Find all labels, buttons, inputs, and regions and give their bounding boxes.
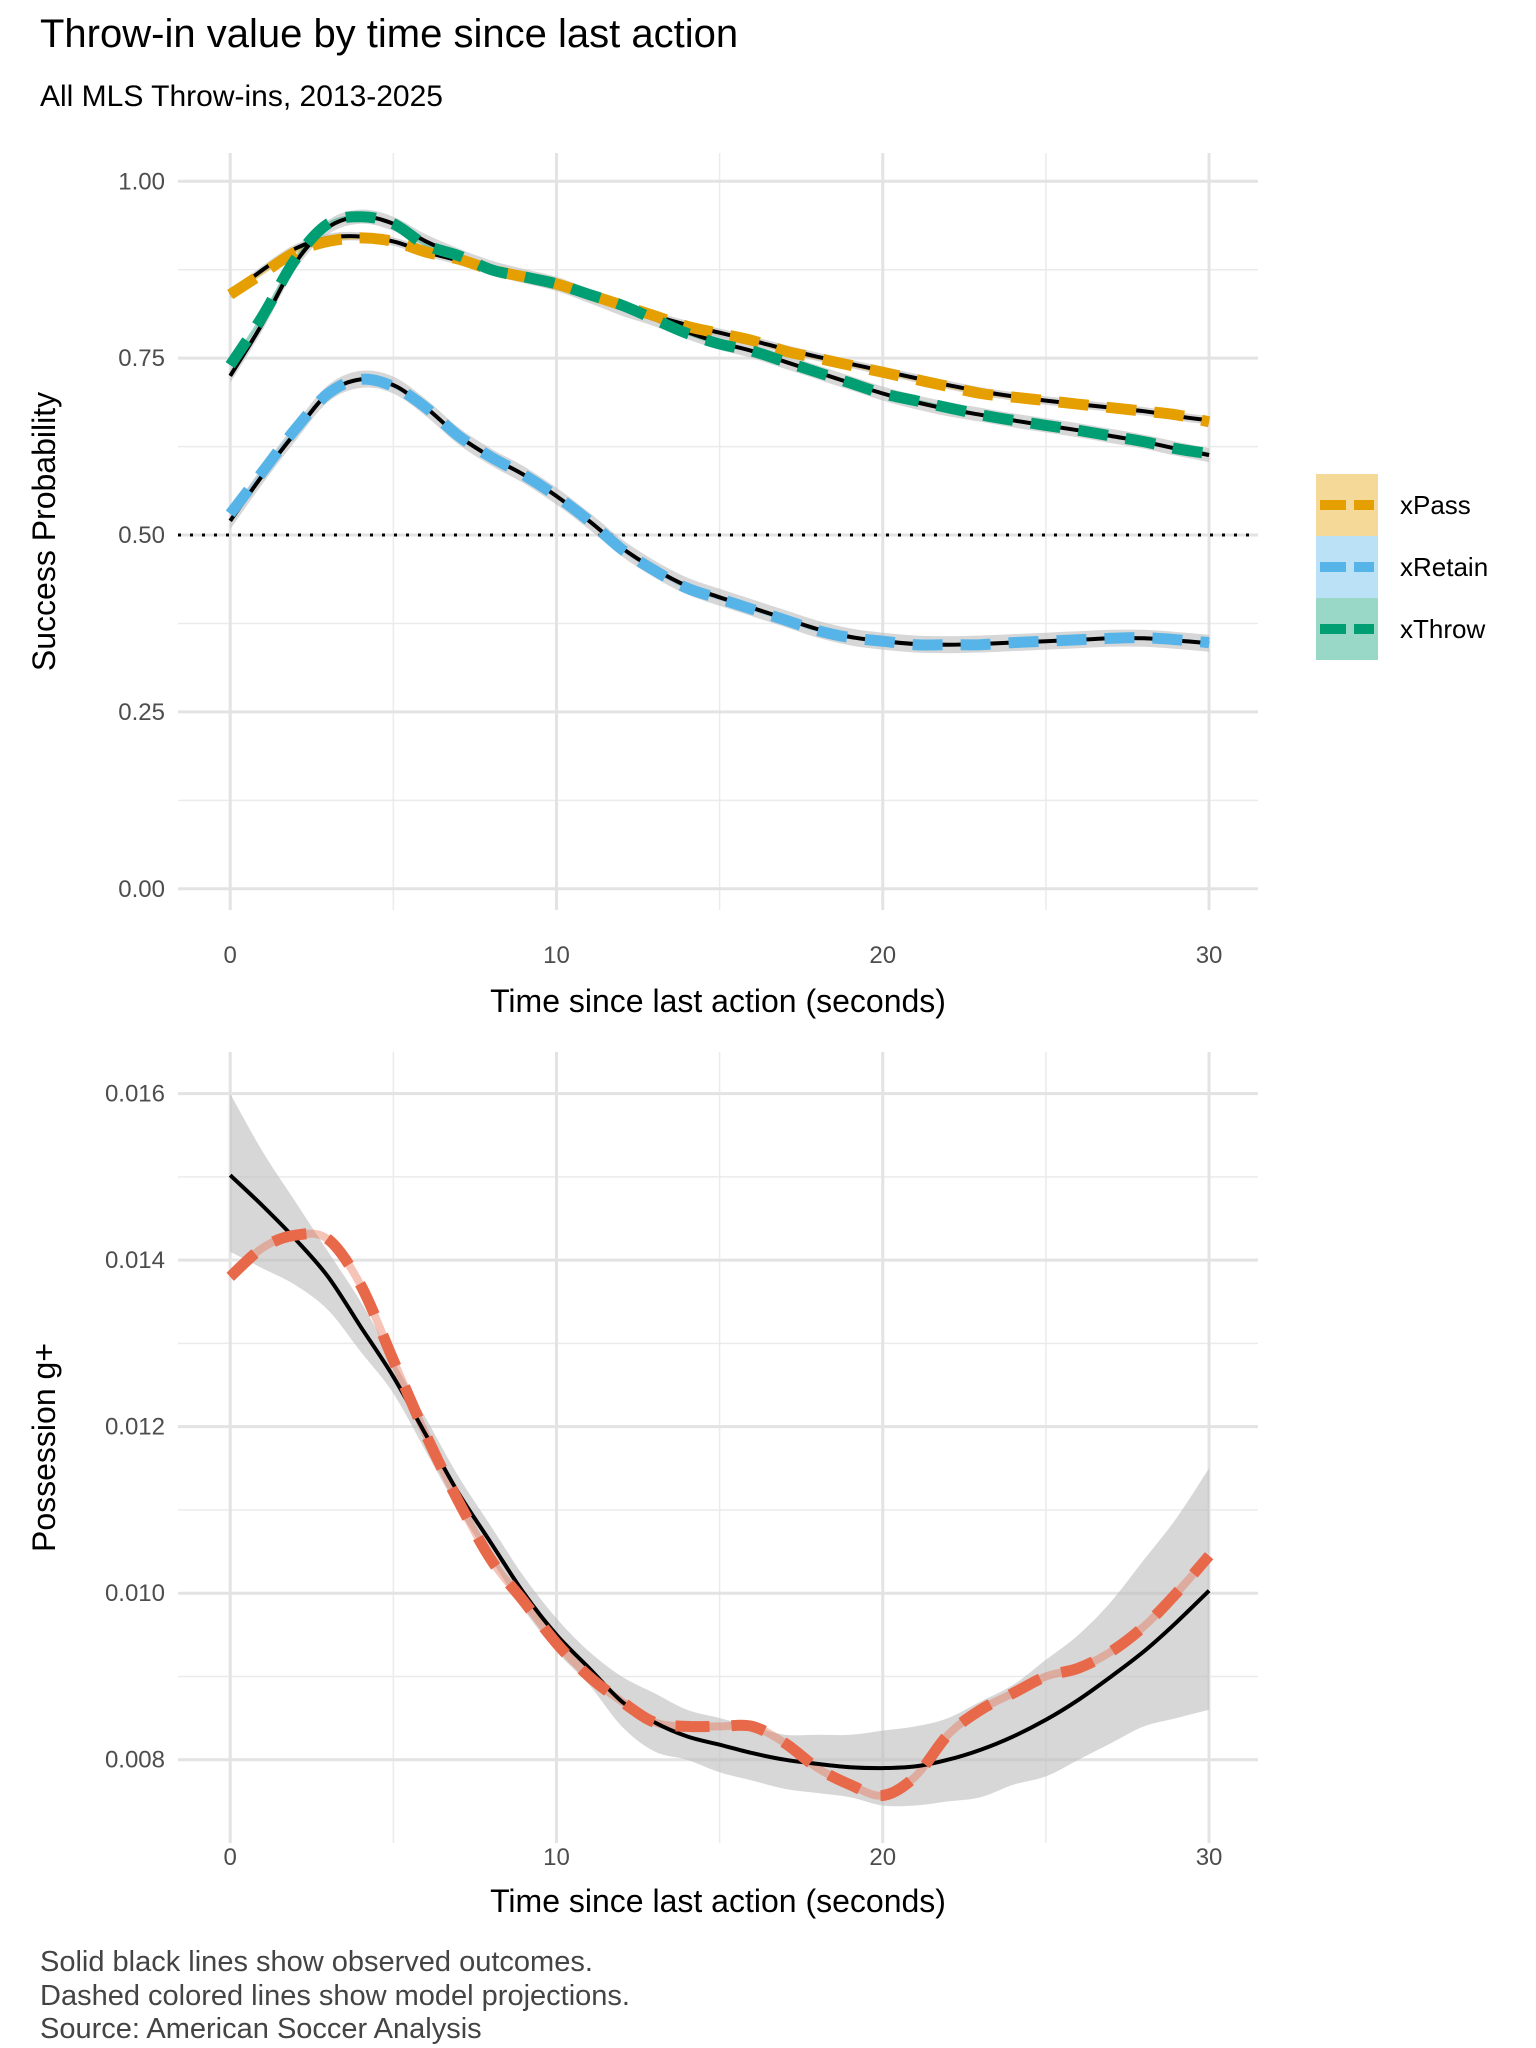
y-tick-label: 0.010 <box>105 1580 165 1607</box>
y-tick-label: 1.00 <box>118 168 165 195</box>
observed-line <box>228 377 1210 647</box>
observed-line <box>228 234 1210 423</box>
x-tick-label: 0 <box>224 942 237 969</box>
y-tick-label: 0.008 <box>105 1747 165 1774</box>
legend-label-xretain: xRetain <box>1400 552 1488 582</box>
chart-subtitle: All MLS Throw-ins, 2013-2025 <box>40 80 443 113</box>
confidence-ribbon <box>230 209 1210 463</box>
legend: xPass xRetain xThrow <box>1316 474 1488 660</box>
possession-gplus-panel: 0 10 20 30 0.008 0.010 0.012 0.014 0.016 Time sin… <box>26 1052 1258 1919</box>
caption-source: Source: American Soccer Analysis <box>40 2013 482 2045</box>
y-tick-label: 0.00 <box>118 876 165 903</box>
confidence-ribbon <box>230 370 1210 654</box>
x-tick-label: 0 <box>224 1844 237 1871</box>
x-tick-label: 30 <box>1196 1844 1223 1871</box>
legend-label-xpass: xPass <box>1400 490 1471 520</box>
model-dashed-line-xthrow <box>225 211 1210 460</box>
y-axis-title: Success Probability <box>26 392 62 671</box>
success-probability-panel: 0 10 20 30 0.00 0.25 0.50 0.75 1.00 Time since la… <box>26 153 1258 1019</box>
y-tick-label: 0.25 <box>118 699 165 726</box>
model-dashed-line-model-g- <box>226 1228 1214 1802</box>
x-tick-label: 20 <box>869 942 896 969</box>
y-tick-label: 0.016 <box>105 1081 165 1108</box>
observed-line <box>228 1173 1211 1771</box>
x-tick-label: 20 <box>869 1844 896 1871</box>
y-tick-label: 0.014 <box>105 1247 165 1274</box>
caption-model-note: Dashed colored lines show model projecti… <box>40 1980 630 2012</box>
x-axis-title: Time since last action (seconds) <box>490 983 946 1019</box>
y-tick-label: 0.50 <box>118 522 165 549</box>
y-tick-label: 0.75 <box>118 345 165 372</box>
chart-title: Throw-in value by time since last action <box>40 12 739 56</box>
legend-label-xthrow: xThrow <box>1400 614 1485 644</box>
caption-observed-note: Solid black lines show observed outcomes… <box>40 1946 593 1978</box>
x-axis-title: Time since last action (seconds) <box>490 1883 946 1919</box>
confidence-ribbon <box>230 1093 1210 1807</box>
x-tick-label: 10 <box>543 942 570 969</box>
x-tick-label: 30 <box>1196 942 1223 969</box>
x-tick-label: 10 <box>543 1844 570 1871</box>
y-tick-label: 0.012 <box>105 1414 165 1441</box>
y-axis-title: Possession g+ <box>26 1343 62 1552</box>
